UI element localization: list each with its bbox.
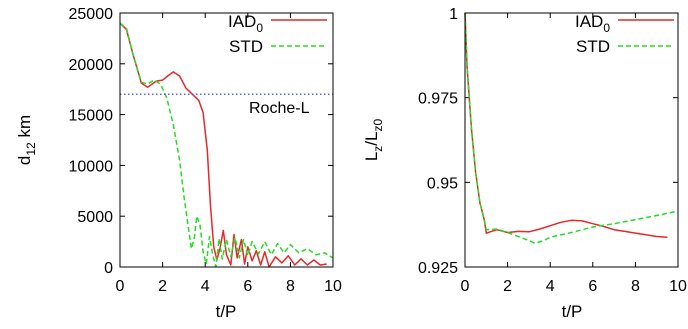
- right-y-tick-label: 0.925: [418, 260, 458, 277]
- right-x-tick-label: 4: [546, 278, 555, 295]
- right-legend-label-iad-sub: 0: [603, 21, 610, 35]
- left-y-tick-label: 15000: [69, 108, 114, 125]
- right-chart: Lz/Lz0 t/P 0 2 4 6 8 10 0.925 0.95 0.975 1 IAD0 S…: [362, 6, 687, 321]
- right-y-axis-label: Lz/Lz0: [362, 119, 385, 162]
- left-plot-frame: [119, 12, 334, 268]
- left-y-axis-label: d12 km: [15, 115, 38, 165]
- right-x-tick-label: 10: [669, 278, 687, 295]
- left-x-tick-label: 6: [243, 278, 252, 295]
- left-y-tick-label: 20000: [69, 57, 114, 74]
- left-series-std-line: [119, 22, 334, 268]
- left-x-tick-label: 2: [158, 278, 167, 295]
- left-y-tick-label: 0: [104, 260, 113, 277]
- roche-limit-label: Roche-L: [249, 100, 310, 117]
- right-x-tick-label: 6: [588, 278, 597, 295]
- left-legend-label-std: STD: [229, 37, 263, 56]
- left-x-tick-label: 8: [286, 278, 295, 295]
- right-y-axis-label-sep: /L: [362, 132, 381, 146]
- right-x-tick-label: 2: [503, 278, 512, 295]
- right-series-std-line: [464, 12, 679, 245]
- left-y-axis-label-unit: km: [15, 115, 34, 142]
- right-y-axis-label-sub2: z0: [371, 119, 385, 132]
- left-y-tick-label: 25000: [69, 6, 114, 23]
- right-ticks: 0 2 4 6 8 10 0.925 0.95 0.975 1: [418, 6, 687, 295]
- left-y-tick-label: 5000: [77, 209, 113, 226]
- right-y-tick-label: 0.95: [427, 175, 458, 192]
- left-y-tick-label: 10000: [69, 158, 114, 175]
- left-legend-label-iad-sub: 0: [256, 21, 263, 35]
- left-x-tick-label: 10: [324, 278, 342, 295]
- right-legend-label-iad: IAD0: [575, 12, 610, 35]
- right-x-axis-label: t/P: [562, 302, 583, 321]
- left-legend-label-iad: IAD0: [228, 12, 263, 35]
- right-legend-label-std: STD: [576, 37, 610, 56]
- right-y-axis-label-sub1: z: [371, 146, 385, 152]
- left-series: [119, 22, 334, 268]
- right-series: [464, 12, 679, 245]
- right-legend: IAD0 STD: [575, 12, 674, 56]
- right-y-tick-label: 0.975: [418, 91, 458, 108]
- left-x-axis-label: t/P: [216, 302, 237, 321]
- left-series-iad-line: [119, 22, 327, 268]
- left-chart: d12 km t/P 0 2 4 6 8 10 0 5000 10000 15000 20000 25…: [15, 6, 342, 321]
- right-y-tick-label: 1: [449, 6, 458, 23]
- right-x-tick-label: 8: [631, 278, 640, 295]
- left-y-axis-label-sub: 12: [24, 142, 38, 156]
- right-x-tick-label: 0: [461, 278, 470, 295]
- left-x-tick-label: 4: [201, 278, 210, 295]
- left-x-tick-label: 0: [116, 278, 125, 295]
- left-legend: IAD0 STD: [228, 12, 327, 56]
- right-plot-frame: [464, 12, 679, 268]
- left-ticks: 0 2 4 6 8 10 0 5000 10000 15000 20000 25000: [69, 6, 343, 295]
